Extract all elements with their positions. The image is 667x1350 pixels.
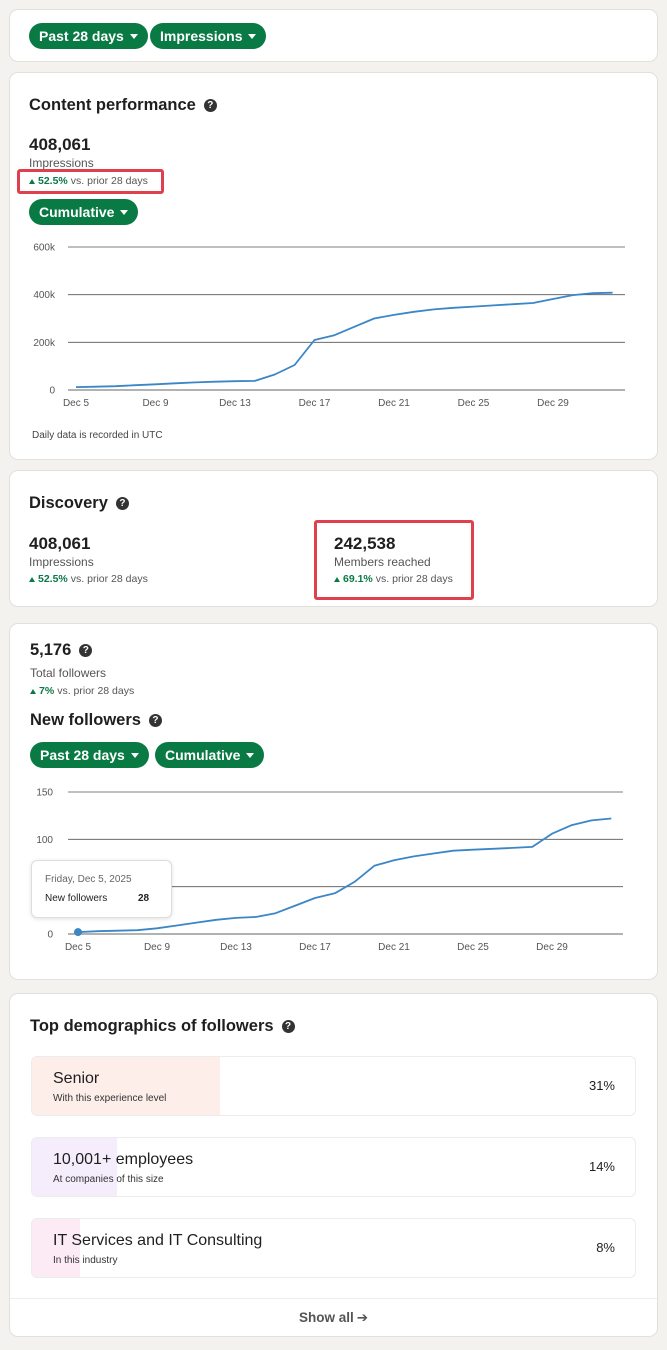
caret-down-icon xyxy=(129,33,138,39)
series-line xyxy=(75,291,613,388)
arrow-up-icon xyxy=(30,688,36,694)
demographic-bar xyxy=(32,1219,81,1277)
series-line xyxy=(77,817,612,933)
demographics-title: Top demographics of followers ? xyxy=(30,1017,295,1036)
impressions-label: Impressions xyxy=(29,156,94,170)
metric-label: Impressions xyxy=(160,28,243,44)
discovery-impressions-value: 408,061 xyxy=(29,534,91,553)
members-reached-value: 242,538 xyxy=(334,534,396,553)
y-tick-label: 200k xyxy=(33,338,56,349)
demographic-desc: With this experience level xyxy=(53,1093,167,1104)
help-icon[interactable]: ? xyxy=(203,99,217,112)
cumulative-dropdown[interactable]: Cumulative xyxy=(29,199,139,225)
show-all-link[interactable]: Show all ➔ xyxy=(10,1298,657,1336)
demographic-desc: In this industry xyxy=(53,1255,118,1266)
date-range-dropdown[interactable]: Past 28 days xyxy=(29,23,148,49)
tooltip-date: Friday, Dec 5, 2025 xyxy=(45,874,132,885)
x-tick-label: Dec 5 xyxy=(63,398,90,409)
impressions-delta: 52.5% vs. prior 28 days xyxy=(29,175,148,187)
y-tick-label: 0 xyxy=(47,930,53,941)
followers-delta: 7% vs. prior 28 days xyxy=(30,685,134,697)
impressions-chart: 600k 400k 200k 0 Dec 5 Dec 9 Dec 13 Dec 17 Dec 2… xyxy=(33,243,625,409)
total-followers-value: 5,176 ? xyxy=(30,641,93,660)
impressions-value: 408,061 xyxy=(29,135,91,154)
demographic-pct: 31% xyxy=(588,1078,615,1093)
highlight-point[interactable] xyxy=(74,928,82,937)
help-icon[interactable]: ? xyxy=(148,714,162,727)
filter-card: Past 28 days Impressions xyxy=(9,9,658,62)
x-tick-label: Dec 21 xyxy=(378,942,410,953)
total-followers-label: Total followers xyxy=(30,666,107,680)
chart-tooltip: Friday, Dec 5, 2025 New followers 28 xyxy=(31,860,172,918)
demographic-row[interactable]: Senior With this experience level 31% xyxy=(31,1056,636,1116)
caret-down-icon xyxy=(120,209,129,215)
highlight-box xyxy=(314,520,474,600)
demographic-bar xyxy=(32,1138,117,1196)
members-reached-label: Members reached xyxy=(334,555,431,569)
demographic-row[interactable]: 10,001+ employees At companies of this s… xyxy=(31,1137,636,1197)
tooltip-value: 28 xyxy=(138,893,150,904)
arrow-up-icon xyxy=(29,576,35,582)
help-icon[interactable]: ? xyxy=(79,644,93,657)
y-tick-label: 400k xyxy=(33,290,56,301)
x-tick-label: Dec 17 xyxy=(299,398,331,409)
y-tick-label: 150 xyxy=(36,788,53,799)
y-tick-label: 100 xyxy=(36,835,53,846)
x-tick-label: Dec 25 xyxy=(457,942,489,953)
x-tick-label: Dec 17 xyxy=(299,942,331,953)
discovery-impressions-delta: 52.5% vs. prior 28 days xyxy=(29,573,148,585)
highlight-box xyxy=(17,169,164,194)
discovery-title: Discovery ? xyxy=(29,494,129,513)
demographic-name: 10,001+ employees xyxy=(53,1151,194,1168)
x-tick-label: Dec 13 xyxy=(219,398,251,409)
followers-date-range-dropdown[interactable]: Past 28 days xyxy=(30,742,149,768)
arrow-right-icon: ➔ xyxy=(356,1309,369,1325)
followers-cumulative-dropdown[interactable]: Cumulative xyxy=(155,742,265,768)
demographic-pct: 14% xyxy=(588,1159,615,1174)
demographic-row[interactable]: IT Services and IT Consulting In this in… xyxy=(31,1218,636,1278)
caret-down-icon xyxy=(130,752,139,758)
metric-dropdown[interactable]: Impressions xyxy=(150,23,267,49)
x-tick-label: Dec 29 xyxy=(537,398,569,409)
x-tick-label: Dec 25 xyxy=(458,398,490,409)
x-tick-label: Dec 21 xyxy=(378,398,410,409)
x-tick-label: Dec 13 xyxy=(220,942,252,953)
arrow-up-icon xyxy=(334,576,340,582)
discovery-impressions-label: Impressions xyxy=(29,555,94,569)
members-reached-delta: 69.1% vs. prior 28 days xyxy=(334,573,453,585)
demographic-bar xyxy=(32,1057,220,1115)
x-tick-label: Dec 9 xyxy=(142,398,169,409)
x-tick-label: Dec 9 xyxy=(144,942,171,953)
followers-card: 5,176 ? Total followers 7% vs. prior 28 … xyxy=(9,623,658,980)
date-range-label: Past 28 days xyxy=(39,28,124,44)
caret-down-icon xyxy=(246,752,255,758)
content-performance-title: Content performance ? xyxy=(29,96,217,115)
demographic-name: Senior xyxy=(53,1070,100,1087)
y-tick-label: 600k xyxy=(33,243,56,254)
demographic-pct: 8% xyxy=(596,1240,615,1255)
tooltip-key: New followers xyxy=(45,893,108,904)
x-tick-label: Dec 29 xyxy=(536,942,568,953)
new-followers-title: New followers ? xyxy=(30,711,162,730)
content-performance-card: Content performance ? 408,061 Impression… xyxy=(9,72,658,460)
help-icon[interactable]: ? xyxy=(115,497,129,510)
caret-down-icon xyxy=(248,33,257,39)
demographic-name: IT Services and IT Consulting xyxy=(53,1232,263,1249)
arrow-up-icon xyxy=(29,178,35,184)
utc-note: Daily data is recorded in UTC xyxy=(32,430,163,441)
demographics-card: Top demographics of followers ? Senior W… xyxy=(9,993,658,1337)
help-icon[interactable]: ? xyxy=(281,1020,295,1033)
discovery-card: Discovery ? 408,061 Impressions 52.5% vs… xyxy=(9,470,658,607)
y-tick-label: 0 xyxy=(49,386,55,397)
x-tick-label: Dec 5 xyxy=(65,942,92,953)
demographic-desc: At companies of this size xyxy=(53,1174,164,1185)
